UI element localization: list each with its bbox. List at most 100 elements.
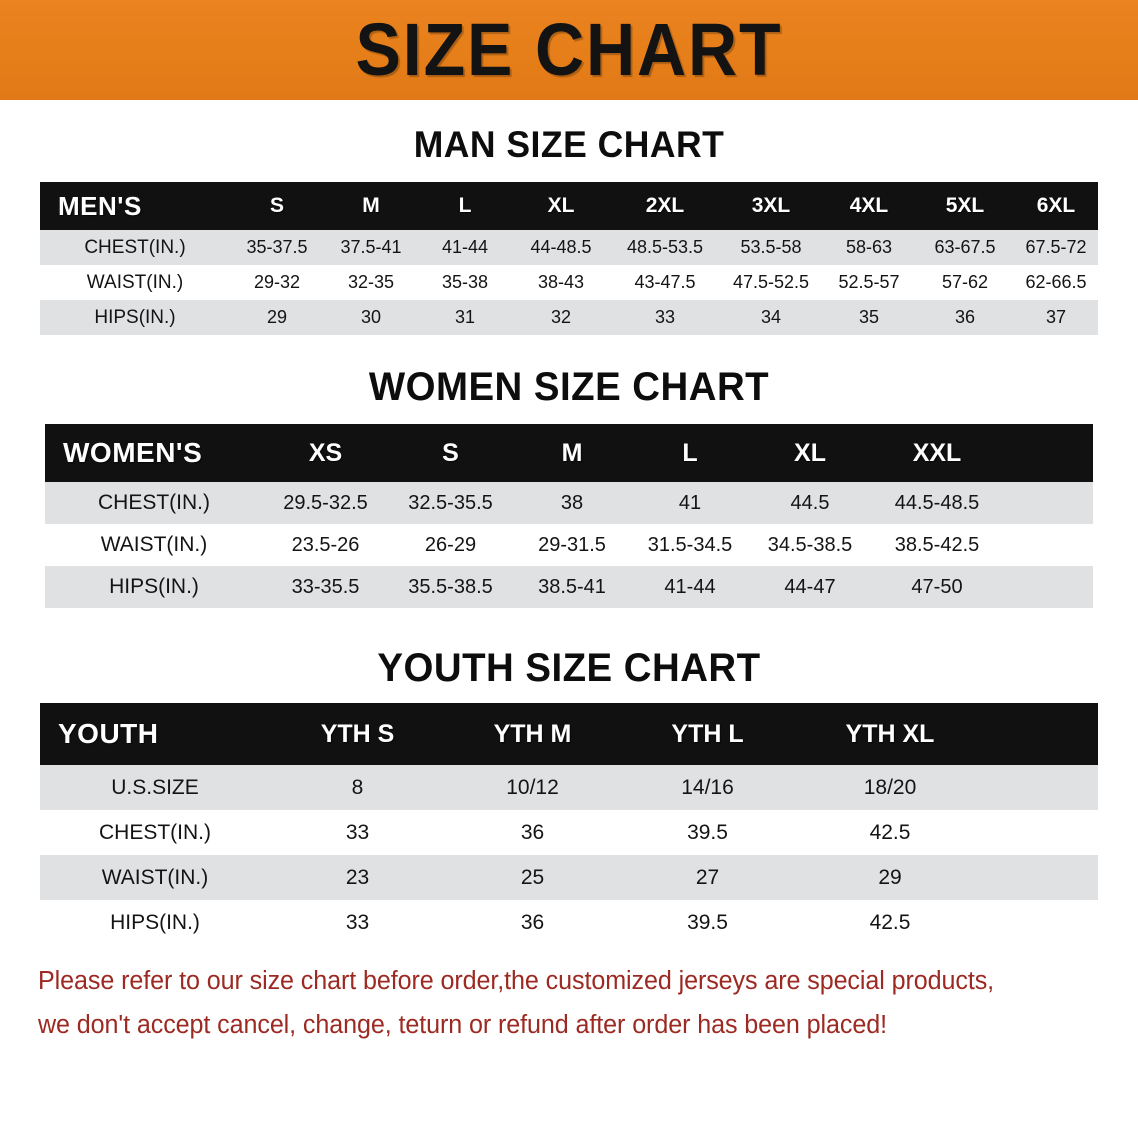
table-cell: 42.5 xyxy=(795,810,985,855)
youth-corner-label: YOUTH xyxy=(40,703,270,765)
table-cell: 32.5-35.5 xyxy=(388,482,513,524)
table-row: WAIST(IN.) 23.5-26 26-29 29-31.5 31.5-34… xyxy=(45,524,1093,566)
table-cell: 38 xyxy=(513,482,631,524)
table-cell: 67.5-72 xyxy=(1014,230,1098,265)
table-cell: 29-32 xyxy=(230,265,324,300)
women-col-header: S xyxy=(388,424,513,482)
youth-size-table: YOUTH YTH S YTH M YTH L YTH XL U.S.SIZE … xyxy=(40,703,1098,945)
youth-col-header: YTH S xyxy=(270,703,445,765)
women-col-header: M xyxy=(513,424,631,482)
table-cell: 29-31.5 xyxy=(513,524,631,566)
table-row: U.S.SIZE 8 10/12 14/16 18/20 xyxy=(40,765,1098,810)
table-row: HIPS(IN.) 29 30 31 32 33 34 35 36 37 xyxy=(40,300,1098,335)
table-header-row: YOUTH YTH S YTH M YTH L YTH XL xyxy=(40,703,1098,765)
table-cell: 32 xyxy=(512,300,610,335)
man-size-table: MEN'S S M L XL 2XL 3XL 4XL 5XL 6XL CHEST… xyxy=(40,182,1098,335)
table-row: WAIST(IN.) 23 25 27 29 xyxy=(40,855,1098,900)
table-cell: 47-50 xyxy=(871,566,1003,608)
table-cell: 36 xyxy=(445,900,620,945)
table-cell-spacer xyxy=(1003,482,1093,524)
youth-col-header: YTH M xyxy=(445,703,620,765)
table-cell: 47.5-52.5 xyxy=(720,265,822,300)
table-cell: 63-67.5 xyxy=(916,230,1014,265)
table-cell: 39.5 xyxy=(620,810,795,855)
women-corner-label: WOMEN'S xyxy=(45,424,263,482)
table-row: CHEST(IN.) 35-37.5 37.5-41 41-44 44-48.5… xyxy=(40,230,1098,265)
table-cell: 35-37.5 xyxy=(230,230,324,265)
row-label: WAIST(IN.) xyxy=(40,855,270,900)
table-cell: 10/12 xyxy=(445,765,620,810)
table-cell: 36 xyxy=(445,810,620,855)
table-cell: 41-44 xyxy=(418,230,512,265)
youth-table-wrap: YOUTH YTH S YTH M YTH L YTH XL U.S.SIZE … xyxy=(0,703,1138,945)
table-cell: 30 xyxy=(324,300,418,335)
table-cell: 33 xyxy=(270,810,445,855)
table-cell-spacer xyxy=(985,855,1098,900)
table-cell: 26-29 xyxy=(388,524,513,566)
youth-section-title: YOUTH SIZE CHART xyxy=(377,646,761,690)
disclaimer-line-2: we don't accept cancel, change, teturn o… xyxy=(38,1011,887,1039)
youth-col-header-spacer xyxy=(985,703,1098,765)
man-col-header: L xyxy=(418,182,512,230)
table-cell: 38.5-41 xyxy=(513,566,631,608)
women-col-header: XS xyxy=(263,424,388,482)
table-cell: 14/16 xyxy=(620,765,795,810)
row-label: WAIST(IN.) xyxy=(45,524,263,566)
table-cell: 38-43 xyxy=(512,265,610,300)
table-cell: 35 xyxy=(822,300,916,335)
man-col-header: 6XL xyxy=(1014,182,1098,230)
table-cell: 36 xyxy=(916,300,1014,335)
table-cell: 34 xyxy=(720,300,822,335)
table-cell: 35-38 xyxy=(418,265,512,300)
disclaimer-line-1: Please refer to our size chart before or… xyxy=(38,967,995,995)
table-cell-spacer xyxy=(985,810,1098,855)
table-row: HIPS(IN.) 33 36 39.5 42.5 xyxy=(40,900,1098,945)
table-cell: 32-35 xyxy=(324,265,418,300)
table-row: WAIST(IN.) 29-32 32-35 35-38 38-43 43-47… xyxy=(40,265,1098,300)
table-cell: 48.5-53.5 xyxy=(610,230,720,265)
row-label: CHEST(IN.) xyxy=(40,230,230,265)
table-cell: 27 xyxy=(620,855,795,900)
women-col-header: XXL xyxy=(871,424,1003,482)
table-cell: 33 xyxy=(270,900,445,945)
man-col-header: 2XL xyxy=(610,182,720,230)
table-row: CHEST(IN.) 33 36 39.5 42.5 xyxy=(40,810,1098,855)
man-col-header: M xyxy=(324,182,418,230)
banner-title: SIZE CHART xyxy=(355,8,783,91)
table-cell: 31 xyxy=(418,300,512,335)
table-cell: 29 xyxy=(230,300,324,335)
man-col-header: XL xyxy=(512,182,610,230)
women-section-title: WOMEN SIZE CHART xyxy=(368,365,770,409)
youth-col-header: YTH L xyxy=(620,703,795,765)
women-col-header: XL xyxy=(749,424,871,482)
table-cell: 58-63 xyxy=(822,230,916,265)
row-label: CHEST(IN.) xyxy=(45,482,263,524)
table-cell: 42.5 xyxy=(795,900,985,945)
row-label: U.S.SIZE xyxy=(40,765,270,810)
table-header-row: WOMEN'S XS S M L XL XXL xyxy=(45,424,1093,482)
table-cell: 44-47 xyxy=(749,566,871,608)
man-col-header: S xyxy=(230,182,324,230)
table-cell: 62-66.5 xyxy=(1014,265,1098,300)
table-cell: 37 xyxy=(1014,300,1098,335)
man-col-header: 4XL xyxy=(822,182,916,230)
table-cell: 44.5 xyxy=(749,482,871,524)
row-label: HIPS(IN.) xyxy=(40,900,270,945)
table-header-row: MEN'S S M L XL 2XL 3XL 4XL 5XL 6XL xyxy=(40,182,1098,230)
table-cell: 29 xyxy=(795,855,985,900)
table-cell: 25 xyxy=(445,855,620,900)
youth-col-header: YTH XL xyxy=(795,703,985,765)
table-cell: 34.5-38.5 xyxy=(749,524,871,566)
table-cell: 29.5-32.5 xyxy=(263,482,388,524)
man-section-title: MAN SIZE CHART xyxy=(413,124,725,165)
row-label: WAIST(IN.) xyxy=(40,265,230,300)
disclaimer: Please refer to our size chart before or… xyxy=(38,959,1084,1047)
table-row: CHEST(IN.) 29.5-32.5 32.5-35.5 38 41 44.… xyxy=(45,482,1093,524)
table-cell-spacer xyxy=(1003,524,1093,566)
women-size-table: WOMEN'S XS S M L XL XXL CHEST(IN.) 29.5-… xyxy=(45,424,1093,608)
banner: SIZE CHART xyxy=(0,0,1138,100)
table-cell-spacer xyxy=(985,765,1098,810)
table-row: HIPS(IN.) 33-35.5 35.5-38.5 38.5-41 41-4… xyxy=(45,566,1093,608)
women-col-header-spacer xyxy=(1003,424,1093,482)
